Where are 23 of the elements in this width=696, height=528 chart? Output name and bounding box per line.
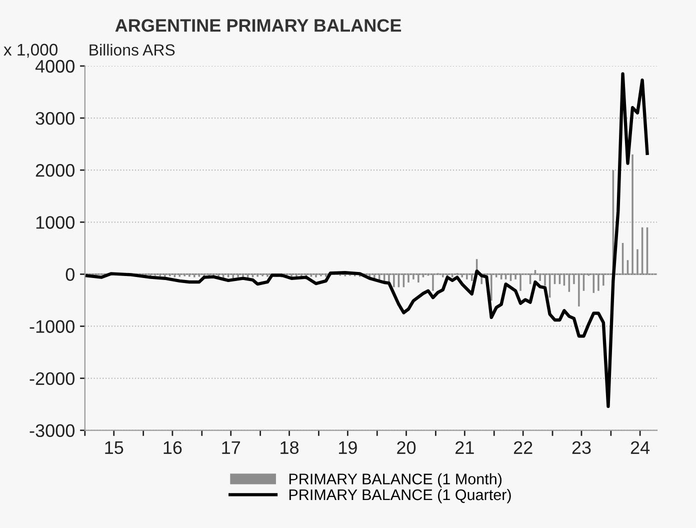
y-tick-label: 2000	[36, 164, 74, 177]
chart-subtitle: Billions ARS	[90, 44, 175, 56]
x-tick-label: 19	[339, 441, 357, 454]
y-axis-title: x 1,000	[4, 44, 58, 58]
x-tick-label: 17	[222, 441, 240, 454]
y-tick-label: -1000	[30, 320, 74, 333]
y-tick-label: 3000	[36, 112, 74, 125]
y-tick-label: -3000	[30, 424, 74, 438]
y-tick-label: -2000	[30, 372, 74, 385]
chart-title: ARGENTINE PRIMARY BALANCE	[115, 19, 402, 32]
legend-label: PRIMARY BALANCE (1 Month)	[289, 473, 502, 488]
y-tick-label: 0	[66, 268, 74, 281]
x-tick-label: 20	[397, 441, 416, 454]
legend-label: PRIMARY BALANCE (1 Quarter)	[289, 488, 511, 504]
x-tick-label: 21	[456, 441, 474, 454]
y-tick-label: 4000	[35, 60, 74, 73]
x-tick-label: 22	[514, 441, 532, 454]
y-tick-label: 1000	[36, 216, 74, 229]
x-tick-label: 23	[572, 441, 591, 454]
x-tick-label: 18	[280, 441, 299, 454]
x-tick-label: 15	[105, 441, 124, 454]
x-tick-label: 16	[164, 441, 182, 454]
x-tick-label: 24	[630, 441, 650, 454]
